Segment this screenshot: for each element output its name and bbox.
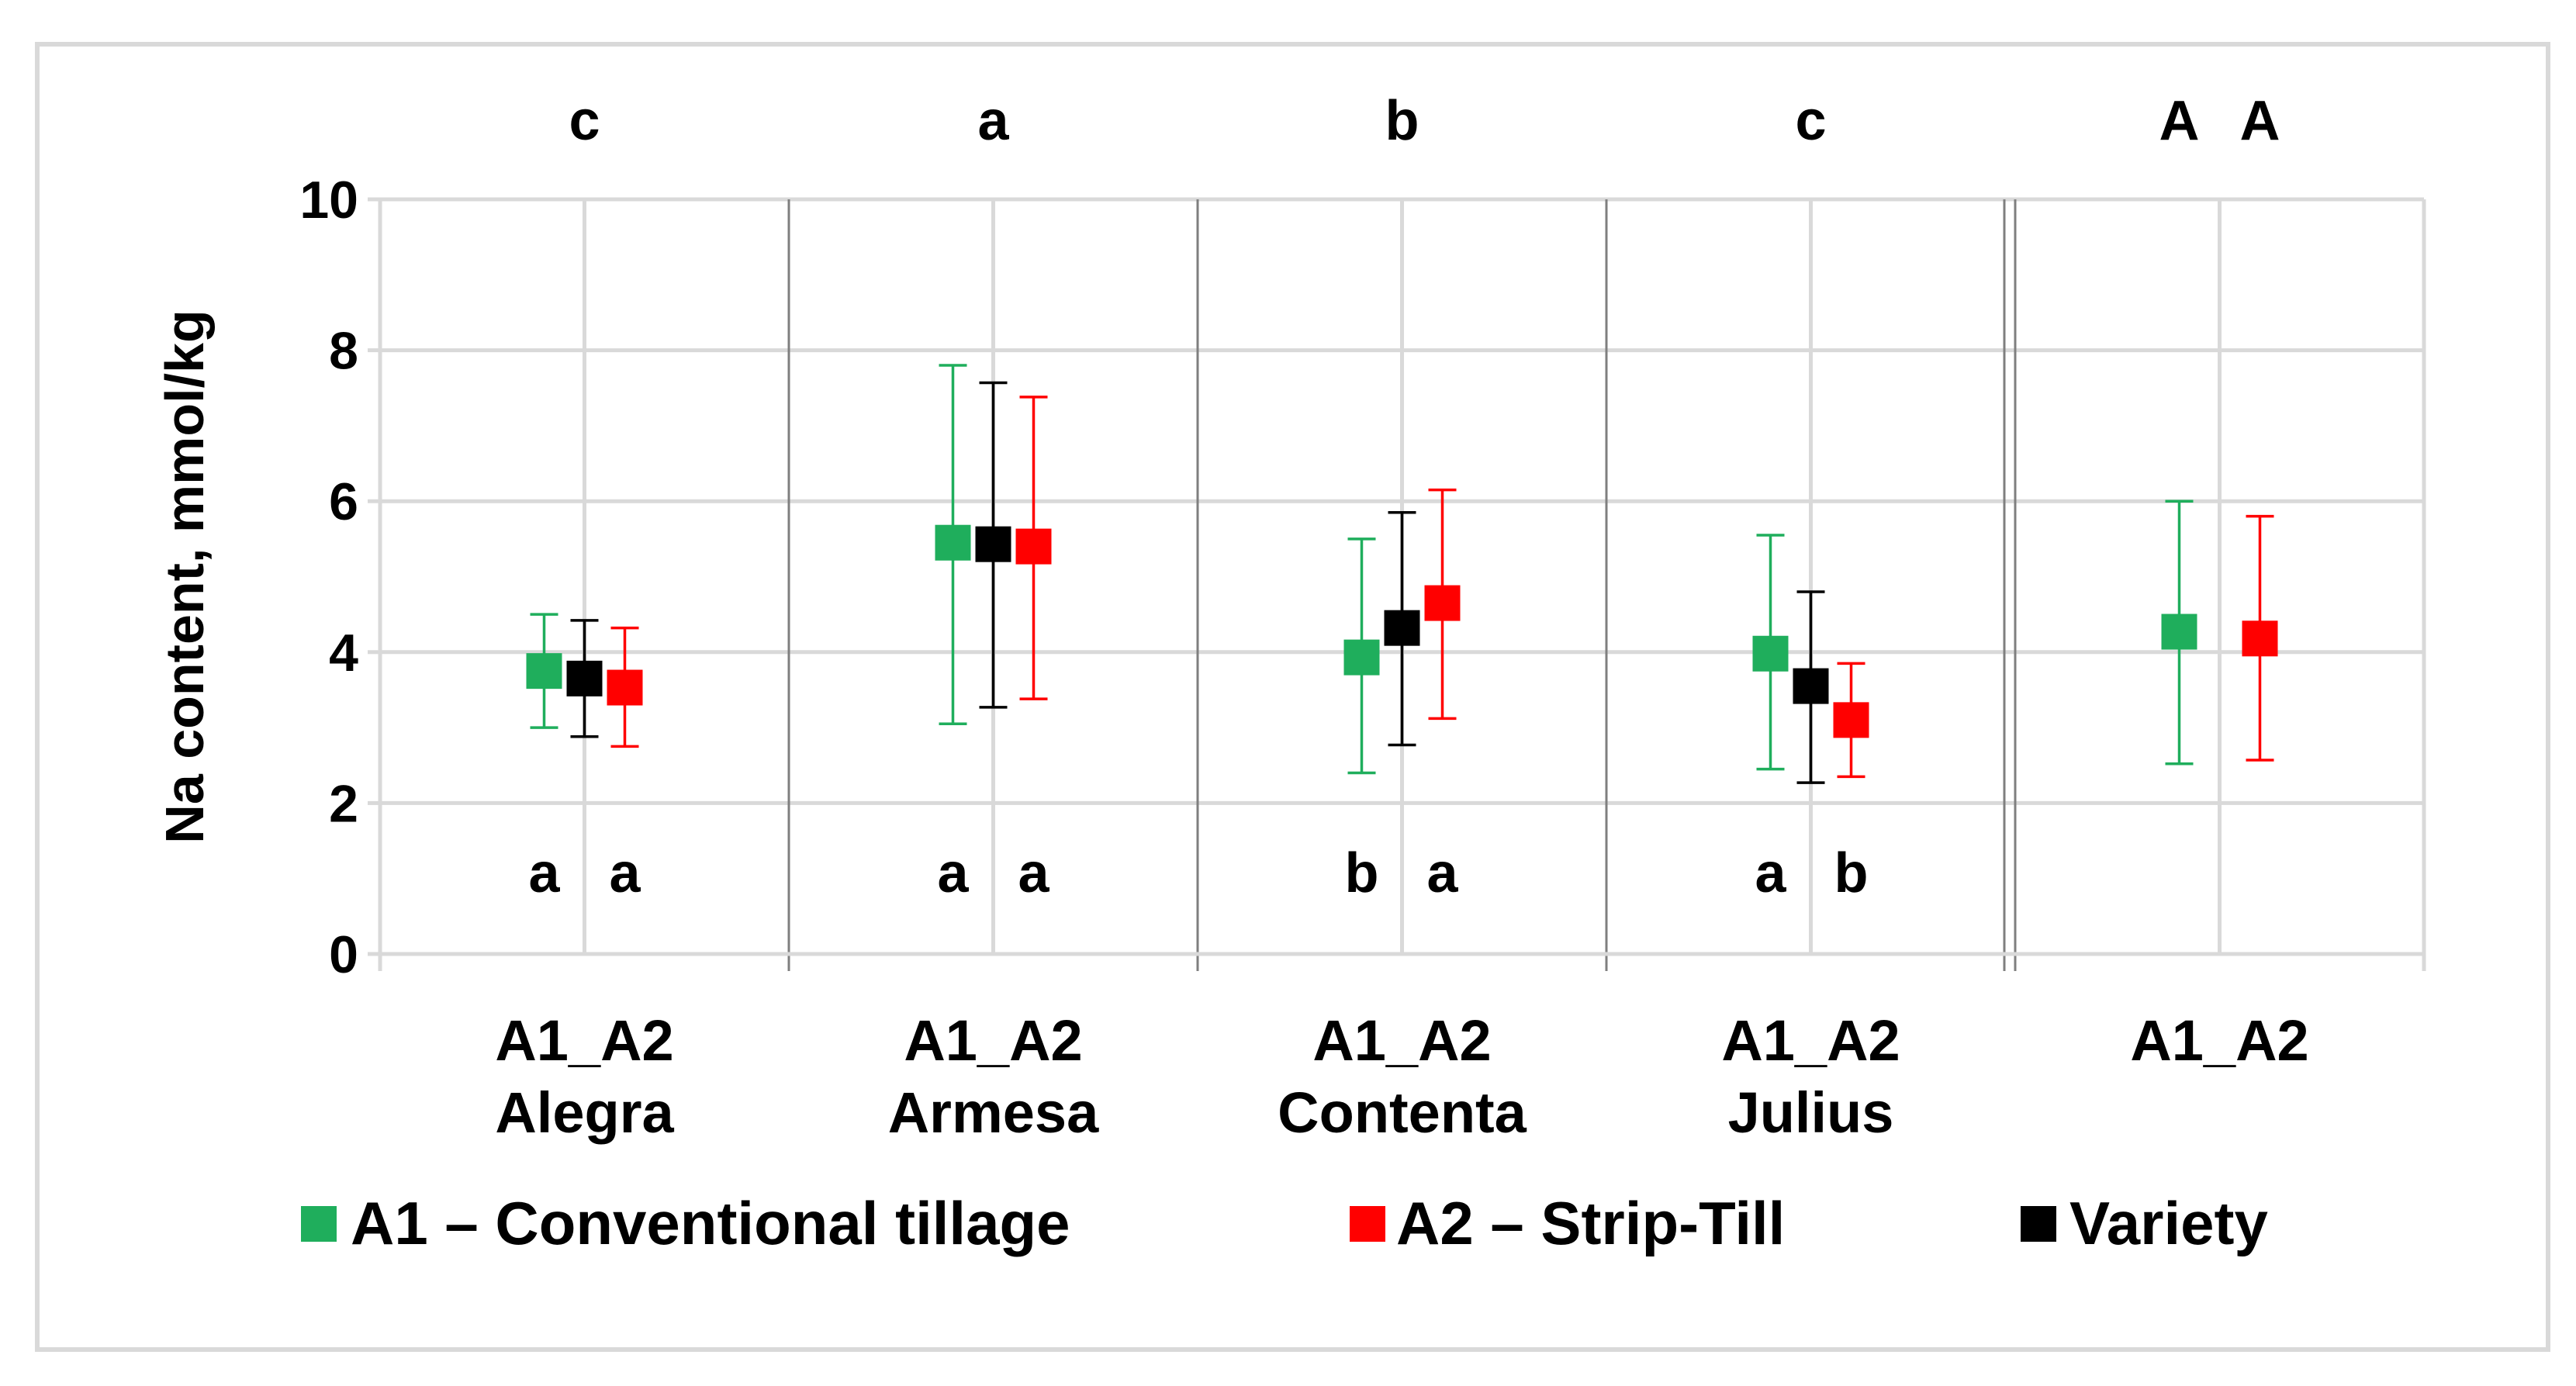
marker-s2-g2 bbox=[1384, 610, 1420, 646]
legend-swatch-1 bbox=[1350, 1206, 1385, 1242]
group-label-1-line1: A1_A2 bbox=[904, 1008, 1082, 1073]
marker-s1-g2 bbox=[1424, 585, 1461, 621]
marker-s1-g4 bbox=[2242, 620, 2278, 657]
y-tick-label-8: 8 bbox=[329, 322, 358, 381]
group-label-3-line1: A1_A2 bbox=[1721, 1008, 1900, 1073]
marker-s0-g4 bbox=[2161, 614, 2197, 650]
y-axis-title: Na content, mmol/kg bbox=[154, 309, 215, 843]
y-tick-label-2: 2 bbox=[329, 774, 358, 833]
marker-s0-g2 bbox=[1343, 639, 1380, 676]
bottom-letter-1-0: a bbox=[937, 842, 969, 904]
bottom-letter-0-0: a bbox=[528, 842, 560, 904]
y-tick-label-6: 6 bbox=[329, 472, 358, 531]
figure-frame bbox=[35, 42, 2550, 1352]
top-letter-3: c bbox=[1795, 90, 1826, 152]
y-tick-label-10: 10 bbox=[299, 171, 358, 230]
bottom-letter-2-1: a bbox=[1426, 842, 1458, 904]
marker-s2-g1 bbox=[975, 526, 1011, 562]
bottom-letter-3-1: b bbox=[1834, 842, 1869, 904]
legend-label-2: Variety bbox=[2069, 1189, 2268, 1257]
legend-label-1: A2 – Strip-Till bbox=[1396, 1189, 1785, 1257]
marker-s2-g0 bbox=[566, 660, 603, 696]
bottom-letter-3-0: a bbox=[1755, 842, 1786, 904]
group-label-2-line1: A1_A2 bbox=[1312, 1008, 1491, 1073]
bottom-letter-2-0: b bbox=[1345, 842, 1379, 904]
marker-s0-g3 bbox=[1752, 635, 1789, 672]
group-label-3-line2: Julius bbox=[1728, 1080, 1894, 1145]
y-tick-label-4: 4 bbox=[329, 624, 358, 683]
legend-swatch-2 bbox=[2021, 1206, 2056, 1242]
marker-s1-g3 bbox=[1833, 702, 1869, 738]
marker-s1-g1 bbox=[1015, 528, 1052, 565]
group-label-1-line2: Armesa bbox=[888, 1080, 1099, 1145]
top-letter-0: c bbox=[569, 90, 600, 152]
group-label-0-line1: A1_A2 bbox=[495, 1008, 673, 1073]
marker-s2-g3 bbox=[1793, 668, 1829, 704]
top-letter-1: a bbox=[977, 90, 1009, 152]
y-tick-label-0: 0 bbox=[329, 925, 358, 984]
bottom-letter-1-1: a bbox=[1018, 842, 1049, 904]
top-letter-2: b bbox=[1385, 90, 1419, 152]
marker-s1-g0 bbox=[607, 669, 643, 706]
top-letter-4-0: A bbox=[2159, 90, 2200, 152]
legend-label-0: A1 – Conventional tillage bbox=[351, 1189, 1070, 1257]
legend-swatch-0 bbox=[301, 1206, 337, 1242]
marker-s0-g1 bbox=[935, 524, 971, 561]
group-label-4-line1: A1_A2 bbox=[2130, 1008, 2308, 1073]
top-letter-4-1: A bbox=[2240, 90, 2280, 152]
bottom-letter-0-1: a bbox=[609, 842, 641, 904]
group-label-2-line2: Contenta bbox=[1278, 1080, 1527, 1145]
group-label-0-line2: Alegra bbox=[495, 1080, 674, 1145]
marker-s0-g0 bbox=[526, 653, 562, 690]
